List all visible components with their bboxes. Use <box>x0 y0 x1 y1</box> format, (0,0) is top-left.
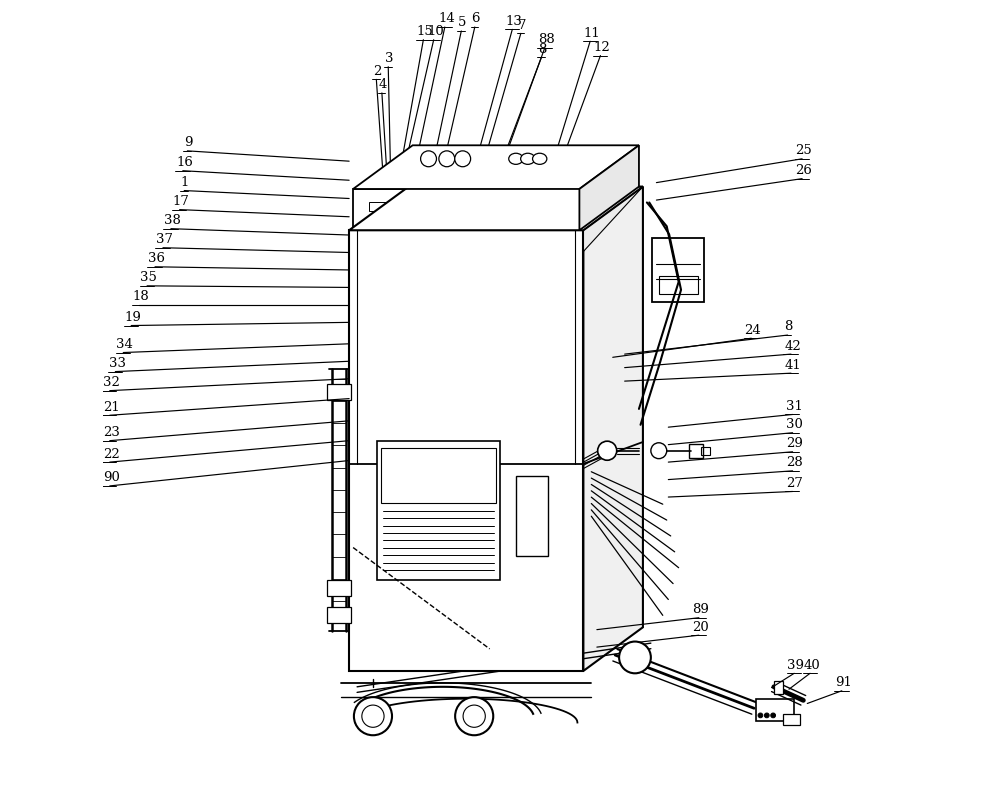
Circle shape <box>771 713 776 718</box>
Bar <box>701 447 710 455</box>
Circle shape <box>455 697 493 735</box>
Text: 3: 3 <box>385 52 393 65</box>
Bar <box>327 580 351 596</box>
Bar <box>483 215 509 224</box>
Text: 8: 8 <box>784 321 793 333</box>
Bar <box>407 215 433 224</box>
Text: 13: 13 <box>506 15 522 28</box>
Text: 89: 89 <box>692 603 709 616</box>
Text: 35: 35 <box>140 272 157 284</box>
Polygon shape <box>349 187 643 230</box>
Bar <box>407 202 433 211</box>
Bar <box>369 215 394 224</box>
Text: 16: 16 <box>176 156 193 169</box>
Text: 5: 5 <box>458 17 466 29</box>
Text: 37: 37 <box>156 233 173 246</box>
Bar <box>483 202 509 211</box>
Text: 29: 29 <box>786 437 803 450</box>
Polygon shape <box>349 187 643 464</box>
Text: 88: 88 <box>538 33 555 46</box>
Text: 23: 23 <box>103 426 120 439</box>
Text: 41: 41 <box>784 359 801 372</box>
Text: 39: 39 <box>787 659 804 672</box>
Text: 11: 11 <box>583 27 600 40</box>
Bar <box>349 230 583 671</box>
Circle shape <box>764 713 769 718</box>
Text: 22: 22 <box>103 448 120 461</box>
Polygon shape <box>579 145 639 230</box>
Circle shape <box>439 151 455 167</box>
Circle shape <box>354 697 392 735</box>
Text: 2: 2 <box>373 65 381 78</box>
Text: 10: 10 <box>427 25 444 38</box>
Bar <box>689 444 703 458</box>
Bar <box>377 441 500 580</box>
Circle shape <box>758 713 763 718</box>
Bar <box>445 202 471 211</box>
Text: 28: 28 <box>786 457 803 469</box>
Text: 26: 26 <box>795 164 812 177</box>
Bar <box>659 276 698 294</box>
Text: 90: 90 <box>103 472 120 484</box>
Text: 40: 40 <box>803 659 820 672</box>
Text: 14: 14 <box>438 13 455 25</box>
Bar <box>756 699 794 721</box>
Text: 21: 21 <box>103 401 120 414</box>
Ellipse shape <box>533 153 547 164</box>
Text: 34: 34 <box>116 338 133 351</box>
Text: 27: 27 <box>786 477 803 490</box>
Bar <box>445 215 471 224</box>
Ellipse shape <box>509 153 523 164</box>
Text: 24: 24 <box>745 324 761 337</box>
Circle shape <box>598 441 617 461</box>
Text: 30: 30 <box>786 418 803 431</box>
Circle shape <box>421 151 436 167</box>
Circle shape <box>651 443 667 459</box>
Bar <box>478 151 490 167</box>
Text: 20: 20 <box>692 621 709 634</box>
Text: 36: 36 <box>148 252 165 265</box>
Bar <box>521 202 547 211</box>
Circle shape <box>619 642 651 673</box>
Bar <box>783 714 800 725</box>
Text: 7: 7 <box>517 19 526 32</box>
Text: 9: 9 <box>184 137 192 149</box>
Circle shape <box>455 151 471 167</box>
Circle shape <box>463 705 485 727</box>
Text: 32: 32 <box>103 376 120 389</box>
Bar <box>521 215 547 224</box>
Bar <box>369 202 394 211</box>
Text: 38: 38 <box>164 214 181 227</box>
Bar <box>327 607 351 623</box>
Ellipse shape <box>521 153 535 164</box>
Circle shape <box>362 705 384 727</box>
Text: 42: 42 <box>784 340 801 353</box>
Text: 25: 25 <box>795 145 812 157</box>
Bar <box>327 384 351 400</box>
Polygon shape <box>353 145 639 189</box>
Bar <box>652 238 704 302</box>
Text: 33: 33 <box>109 357 126 370</box>
Bar <box>353 189 579 230</box>
Text: 1: 1 <box>181 176 189 189</box>
Text: 18: 18 <box>132 291 149 303</box>
Text: 19: 19 <box>124 311 141 324</box>
Text: 4: 4 <box>379 79 387 91</box>
Text: 6: 6 <box>471 13 480 25</box>
Text: 15: 15 <box>417 25 433 38</box>
Bar <box>516 476 548 556</box>
Text: 31: 31 <box>786 400 803 413</box>
Text: 17: 17 <box>173 195 190 208</box>
Text: 8: 8 <box>538 43 546 56</box>
Text: 91: 91 <box>835 676 852 689</box>
Bar <box>774 681 783 694</box>
Bar <box>381 448 496 503</box>
Bar <box>488 151 501 167</box>
Polygon shape <box>583 187 643 671</box>
Text: 12: 12 <box>594 41 610 54</box>
